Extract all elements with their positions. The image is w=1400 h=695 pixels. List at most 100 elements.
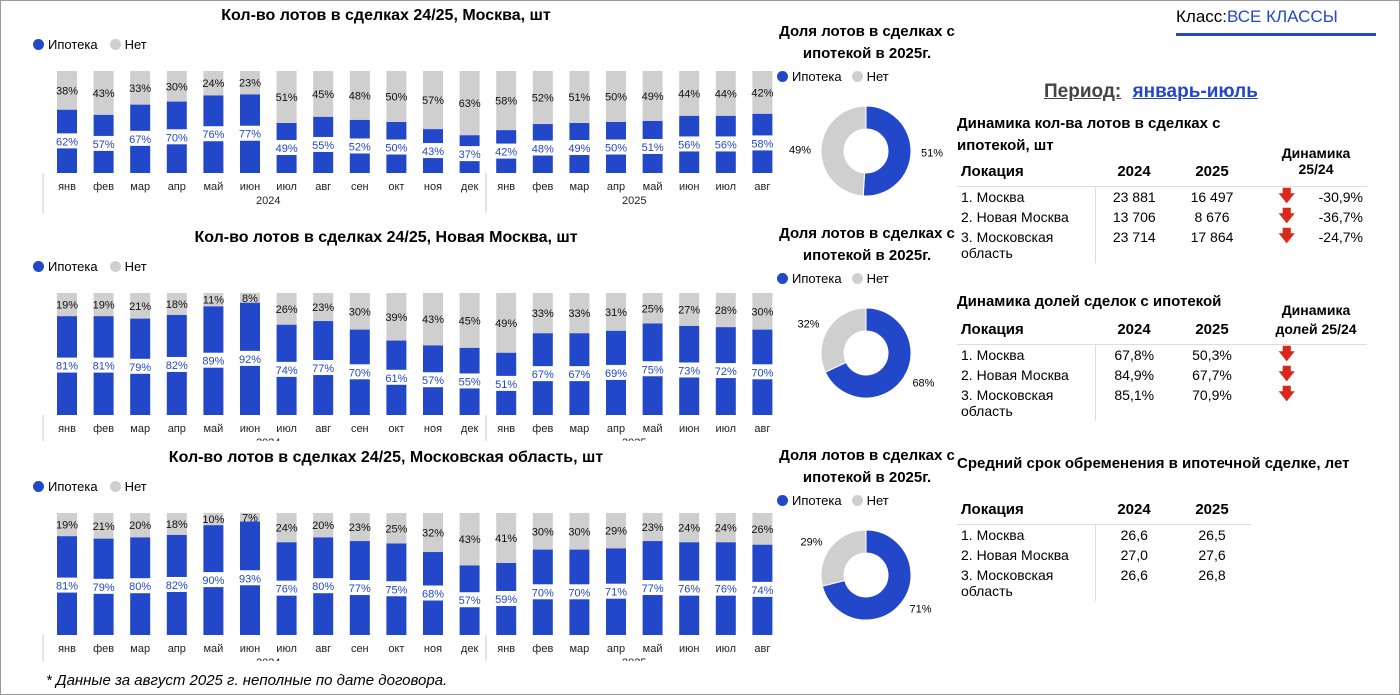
bar-label-no: 21% (129, 301, 151, 313)
col-header-location[interactable]: Локация (961, 163, 1024, 180)
legend-dot-yes (33, 481, 44, 492)
label-bg (234, 570, 266, 586)
bar-label-ipoteka: 81% (56, 581, 78, 593)
bar-label-no: 48% (349, 90, 371, 102)
month-tick-label: ноя (424, 181, 442, 193)
legend-label-yes: Ипотека (48, 479, 98, 494)
bar-chart-legend: Ипотека Нет (33, 37, 147, 52)
bar-label-no: 38% (56, 85, 78, 97)
cell-location: 3. Московская область (957, 227, 1096, 263)
period-filter[interactable]: Период: январь-июль (1044, 81, 1258, 103)
bar-label-ipoteka: 48% (532, 144, 554, 156)
month-tick-label: май (643, 643, 663, 655)
table-row: 3. Московская область 85,1% 70,9% 🡇 (957, 385, 1367, 421)
col-header-location[interactable]: Локация (961, 501, 1024, 518)
table-row: 3. Московская область 26,6 26,8 (957, 565, 1251, 601)
bar-label-ipoteka: 71% (605, 587, 627, 599)
bar-label-no: 18% (166, 519, 188, 531)
legend-dot-yes (777, 273, 788, 284)
month-tick-label: июн (240, 423, 260, 435)
legend-dot-no (851, 71, 863, 82)
month-tick-label: янв (497, 643, 515, 655)
month-tick-label: янв (58, 643, 76, 655)
bar-segment-no (276, 293, 297, 325)
label-bg (563, 584, 596, 600)
cell-empty (1299, 385, 1367, 421)
bar-label-no: 51% (276, 92, 298, 104)
cell-2024: 23 714 (1112, 229, 1156, 245)
bar-label-ipoteka: 50% (605, 143, 627, 155)
month-tick-label: фев (93, 181, 114, 193)
cell-dynamics: -24,7% (1318, 229, 1363, 245)
bar-segment-no (130, 293, 151, 319)
bar-segment-no (679, 293, 700, 326)
col-header-2025[interactable]: 2025 (1195, 321, 1229, 338)
bar-label-ipoteka: 56% (715, 139, 737, 151)
bar-label-no: 24% (715, 523, 737, 535)
period-value[interactable]: январь-июль (1132, 81, 1258, 102)
col-header-2025[interactable]: 2025 (1195, 501, 1229, 518)
cell-location: 1. Москва (957, 186, 1096, 207)
bar-label-ipoteka: 43% (422, 146, 444, 158)
month-tick-label: июн (679, 643, 699, 655)
bar-segment-no (130, 513, 151, 538)
col-header-2024[interactable]: 2024 (1117, 321, 1151, 338)
legend-label-yes: Ипотека (792, 69, 842, 84)
bar-chart-title: Кол-во лотов в сделках 24/25, Москва, шт (221, 7, 551, 24)
month-tick-label: фев (532, 181, 553, 193)
bar-segment-no (569, 513, 590, 550)
month-tick-label: фев (532, 643, 553, 655)
col-header-2025[interactable]: 2025 (1195, 163, 1229, 180)
donut-legend: Ипотека Нет (777, 69, 889, 84)
bar-label-ipoteka: 92% (239, 354, 261, 366)
label-bg (636, 138, 669, 154)
month-tick-label: июл (276, 181, 297, 193)
donut-chart: 68% 32% (798, 307, 935, 399)
bar-chart-title: Кол-во лотов в сделках 24/25, Московская… (168, 449, 604, 466)
label-bg (270, 580, 303, 596)
bar-label-ipoteka: 77% (642, 583, 664, 595)
label-bg (307, 360, 340, 376)
table2: Локация 2024 2025 1. Москва 67,8% 50,3% 🡇 2. Но… (957, 317, 1367, 421)
period-label: Период: (1044, 81, 1122, 102)
legend-dot-no (109, 261, 121, 272)
cell-2025: 70,9% (1192, 387, 1232, 403)
label-bg (307, 136, 340, 152)
col-header-2024[interactable]: 2024 (1117, 501, 1151, 518)
col-header-location[interactable]: Локация (961, 321, 1024, 338)
legend-label-yes: Ипотека (792, 493, 842, 508)
bar-segment-no (203, 513, 224, 526)
month-tick-label: апр (607, 181, 625, 193)
bar-label-no: 21% (93, 521, 115, 533)
legend-dot-no (109, 39, 121, 50)
cell-2025: 50,3% (1192, 347, 1232, 363)
bar-label-no: 44% (678, 88, 700, 100)
cell-location: 3. Московская область (957, 385, 1096, 421)
bar-segment-no (715, 71, 736, 116)
bar-label-ipoteka: 82% (166, 580, 188, 592)
class-filter-value[interactable]: ВСЕ КЛАССЫ (1227, 7, 1338, 26)
bar-label-ipoteka: 56% (678, 139, 700, 151)
bar-label-ipoteka: 62% (56, 136, 78, 148)
legend-dot-yes (777, 71, 788, 82)
donut-label-no: 32% (798, 319, 820, 331)
bar-label-no: 26% (276, 304, 298, 316)
cell-empty (1299, 365, 1367, 385)
bar-segment-no (423, 71, 443, 130)
month-tick-label: янв (497, 423, 515, 435)
class-filter[interactable]: Класс:ВСЕ КЛАССЫ (1176, 7, 1376, 36)
table3: Локация 2024 2025 1. Москва 26,6 26,5 2. Новая… (957, 497, 1251, 601)
col-header-2024[interactable]: 2024 (1117, 163, 1151, 180)
bar-segment-no (679, 513, 700, 543)
month-tick-label: май (643, 423, 663, 435)
table1: Локация 2024 2025 1. Москва 23 881 16 497 🡇 -30… (957, 159, 1367, 263)
bar-label-no: 30% (751, 306, 773, 318)
legend-dot-no (109, 481, 121, 492)
year-tick-label: 2024 (256, 657, 280, 661)
label-bg (197, 126, 230, 142)
month-tick-label: июн (240, 181, 260, 193)
bar-label-ipoteka: 73% (678, 365, 700, 377)
bar-segment-no (93, 71, 114, 115)
month-tick-label: окт (388, 181, 404, 193)
